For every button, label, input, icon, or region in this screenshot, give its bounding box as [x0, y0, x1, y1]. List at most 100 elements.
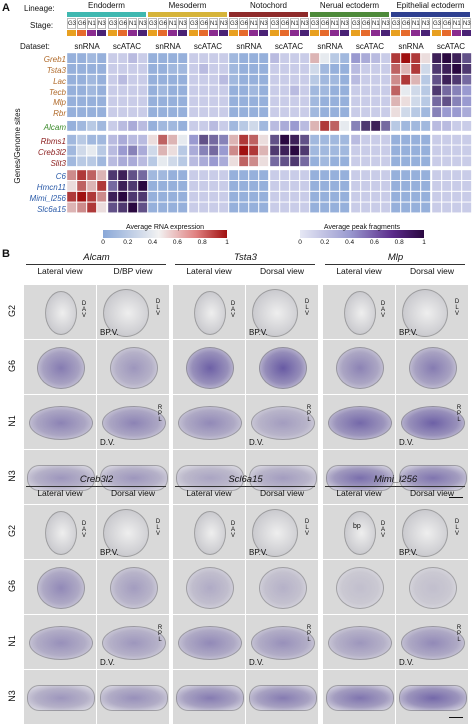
axis-letter: V	[380, 533, 385, 539]
heatmap-cell	[390, 191, 401, 203]
embryo	[110, 567, 158, 609]
axis-letter: L	[156, 525, 160, 531]
heatmap-cell	[127, 106, 138, 118]
heatmap-cell	[218, 96, 229, 107]
heatmap-cell	[380, 74, 391, 86]
heatmap-cell	[461, 180, 472, 192]
heatmap-cell	[420, 120, 431, 132]
bp-view-label: BP.V.	[100, 548, 119, 557]
heatmap-cell	[198, 53, 209, 64]
heatmap-cell	[431, 74, 442, 86]
embryo-image-tile	[396, 670, 468, 724]
embryo-image-tile: D.V. R P L	[97, 395, 169, 449]
heatmap-cell	[289, 106, 300, 118]
heatmap-cell	[299, 180, 310, 192]
heatmap-cell	[228, 202, 239, 213]
heatmap-cell	[380, 120, 391, 132]
view-title: Lateral view	[186, 488, 232, 498]
stage-label: N3	[259, 18, 268, 29]
heatmap-cell	[76, 191, 87, 203]
heatmap-cell	[269, 63, 280, 75]
axis-letter: P	[157, 631, 162, 637]
heatmap-cell	[319, 53, 330, 64]
heatmap-cell	[451, 63, 462, 75]
stage-label: G3	[391, 18, 400, 29]
heatmap-cell	[147, 120, 158, 132]
embryo	[45, 511, 77, 555]
gene-label: C6	[55, 172, 66, 182]
heatmap-cell	[319, 134, 330, 145]
heatmap-cell	[258, 169, 269, 181]
heatmap-cell	[410, 106, 421, 118]
heatmap-cell	[167, 134, 178, 145]
atac-colorbar	[300, 230, 424, 238]
heatmap-cell	[137, 74, 148, 86]
heatmap-cell	[390, 106, 401, 118]
heatmap-cell	[117, 180, 128, 192]
heatmap-cell	[410, 74, 421, 86]
heatmap-cell	[258, 106, 269, 118]
axis-letter: L	[158, 417, 162, 423]
stage-color-swatch	[300, 30, 309, 36]
heatmap-cell	[299, 191, 310, 203]
heatmap-cell	[127, 145, 138, 156]
axis-letter: V	[454, 531, 459, 537]
heatmap-cell	[390, 155, 401, 167]
gene-title-underline	[175, 264, 315, 265]
heatmap-cell	[167, 74, 178, 86]
heatmap-cell	[441, 106, 452, 118]
stage-color-swatch	[87, 30, 96, 36]
stage-row-label: G2	[7, 305, 17, 318]
bp-view-label: BP.V.	[100, 328, 119, 337]
heatmap-cell	[238, 106, 249, 118]
heatmap-cell	[208, 180, 219, 192]
heatmap-cell	[431, 169, 442, 181]
heatmap-cell	[188, 85, 199, 96]
panel-b-label: B	[2, 248, 10, 260]
heatmap-cell	[198, 191, 209, 203]
axis-letter: V	[454, 311, 459, 317]
heatmap-cell	[279, 145, 290, 156]
scale-bar	[449, 496, 463, 498]
heatmap-cell	[167, 106, 178, 118]
embryo-image-tile	[246, 670, 318, 724]
heatmap-cell	[370, 120, 381, 132]
stage-color-swatch	[290, 30, 299, 36]
heatmap-cell	[96, 120, 107, 132]
embryo	[194, 511, 226, 555]
heatmap-cell	[329, 180, 340, 192]
heatmap-cell	[380, 169, 391, 181]
embryo	[336, 347, 384, 389]
gene-label: Slc6a15	[37, 204, 66, 214]
stage-label: N3	[219, 18, 228, 29]
stage-label: N3	[138, 18, 147, 29]
heatmap-cell	[208, 120, 219, 132]
stage-label: G3	[310, 18, 319, 29]
heatmap-cell	[218, 63, 229, 75]
stage-label: G3	[189, 18, 198, 29]
heatmap-cell	[188, 169, 199, 181]
heatmap-cell	[269, 202, 280, 213]
heatmap-cell	[147, 191, 158, 203]
heatmap-cell	[441, 202, 452, 213]
heatmap-cell	[299, 134, 310, 145]
heatmap-cell	[258, 155, 269, 167]
heatmap-cell	[76, 120, 87, 132]
heatmap-cell	[198, 134, 209, 145]
heatmap-cell	[86, 191, 97, 203]
heatmap-cell	[269, 155, 280, 167]
gene-title: Mlp	[387, 252, 404, 263]
embryo-image-tile	[173, 670, 245, 724]
heatmap-cell	[410, 53, 421, 64]
heatmap-cell	[360, 96, 371, 107]
stage-label: N1	[249, 18, 258, 29]
heatmap-cell	[289, 191, 300, 203]
heatmap-cell	[360, 180, 371, 192]
heatmap-cell	[350, 96, 361, 107]
dataset-label: snRNA	[155, 42, 181, 51]
heatmap-cell	[76, 202, 87, 213]
